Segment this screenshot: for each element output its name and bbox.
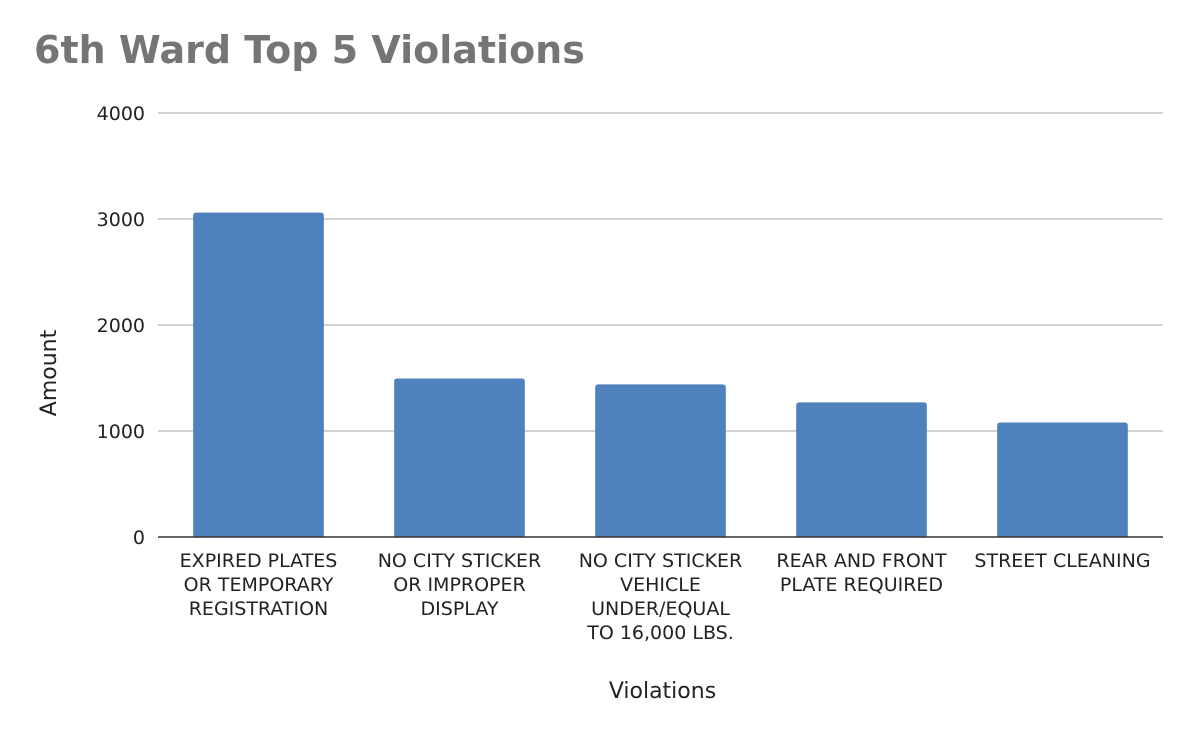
x-category-label-line: TO 16,000 LBS. bbox=[586, 622, 734, 644]
y-tick-label: 2000 bbox=[97, 315, 145, 337]
x-category-label-line: PLATE REQUIRED bbox=[780, 574, 943, 596]
x-category-label: NO CITY STICKER VEHICLE UNDER/EQUAL TO 16,0… bbox=[579, 550, 743, 644]
bar bbox=[997, 422, 1128, 537]
x-category-label-line: DISPLAY bbox=[421, 598, 499, 620]
y-tick-label: 3000 bbox=[97, 209, 145, 231]
x-category-label: REAR AND FRONT PLATE REQUIRED bbox=[776, 550, 947, 596]
y-axis-title: Amount bbox=[37, 329, 62, 416]
x-category-label-line: REGISTRATION bbox=[189, 598, 329, 620]
bars bbox=[193, 212, 1128, 537]
x-category-label-line: REAR AND FRONT bbox=[776, 550, 947, 572]
chart-title: 6th Ward Top 5 Violations bbox=[34, 28, 585, 72]
bar bbox=[394, 378, 525, 537]
y-tick-label: 4000 bbox=[97, 103, 145, 125]
bar bbox=[595, 384, 726, 537]
y-tick-label: 1000 bbox=[97, 421, 145, 443]
bar bbox=[796, 402, 927, 537]
x-category-label: STREET CLEANING bbox=[974, 550, 1150, 572]
x-category-label-line: STREET CLEANING bbox=[974, 550, 1150, 572]
x-category-label-line: OR TEMPORARY bbox=[184, 574, 334, 596]
x-category-label: EXPIRED PLATES OR TEMPORARY REGISTRATION bbox=[180, 550, 338, 620]
x-axis-title: Violations bbox=[609, 679, 716, 704]
x-category-labels: EXPIRED PLATES OR TEMPORARY REGISTRATION NO… bbox=[180, 550, 1151, 644]
y-tick-label: 0 bbox=[133, 527, 145, 549]
x-category-label-line: NO CITY STICKER bbox=[579, 550, 743, 572]
gridlines bbox=[158, 112, 1163, 432]
x-category-label-line: VEHICLE bbox=[620, 574, 701, 596]
x-category-label-line: EXPIRED PLATES bbox=[180, 550, 338, 572]
y-tick-labels: 0 1000 2000 3000 4000 bbox=[97, 103, 145, 549]
bar bbox=[193, 212, 324, 537]
x-category-label: NO CITY STICKER OR IMPROPER DISPLAY bbox=[378, 550, 542, 620]
x-category-label-line: NO CITY STICKER bbox=[378, 550, 542, 572]
x-category-label-line: UNDER/EQUAL bbox=[591, 598, 730, 620]
x-category-label-line: OR IMPROPER bbox=[393, 574, 525, 596]
